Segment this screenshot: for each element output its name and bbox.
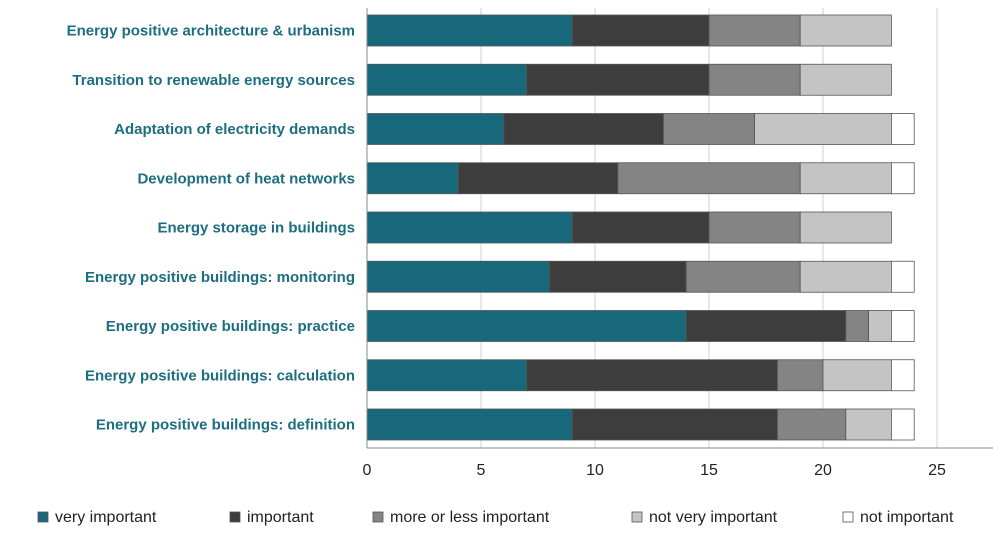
bar-segment [571,14,710,47]
legend-swatch [229,511,241,523]
legend-label: more or less important [390,509,550,526]
bar-segment [663,113,756,145]
category-label: Development of heat networks [137,170,355,187]
x-tick-label: 20 [814,462,832,479]
bar-segment [708,63,801,96]
x-tick-label: 5 [477,462,486,479]
bar-segment [891,260,915,293]
category-label: Energy positive buildings: monitoring [85,269,355,286]
bar-segment [868,310,892,342]
category-label: Energy positive buildings: practice [106,318,355,335]
legend-swatch [372,511,384,523]
bar-segment [708,14,801,47]
category-label: Energy positive buildings: calculation [85,367,355,384]
bar-segment [777,359,824,392]
bar-segment [708,211,801,244]
bar-segment [503,113,664,145]
bar-segment [799,260,892,293]
legend-swatch [37,511,49,523]
bar-segment [685,310,847,342]
bar-segment [571,408,778,441]
bar-segment [366,14,573,47]
bar-segment [891,408,915,441]
bar-segment [526,359,778,392]
bar-segment [685,260,801,293]
tick-labels: 0 5 10 15 20 25 [363,462,946,479]
legend-label: very important [55,509,157,526]
bar-segment [366,63,528,96]
x-tick-label: 25 [928,462,946,479]
x-tick-label: 10 [586,462,604,479]
category-label: Adaptation of electricity demands [114,121,355,138]
bar-segment [777,408,847,441]
bar-segment [754,113,892,145]
axes [366,8,993,449]
category-label: Transition to renewable energy sources [72,72,355,89]
x-tick-label: 15 [700,462,718,479]
bar-segment [617,162,801,195]
bar-segment [845,310,869,342]
bar-segment [845,408,892,441]
bar-segment [571,211,710,244]
bar-segment [366,162,459,195]
category-label: Energy storage in buildings [157,220,355,237]
bars [366,14,915,441]
bar-segment [366,211,573,244]
bar-segment [799,162,892,195]
category-label: Energy positive buildings: definition [96,417,355,434]
bar-segment [799,211,892,244]
legend-label: not important [860,509,954,526]
bar-segment [799,14,892,47]
bar-segment [366,408,573,441]
bar-segment [366,260,550,293]
legend-label: not very important [649,509,778,526]
bar-segment [457,162,619,195]
bar-segment [822,359,892,392]
bar-segment [366,310,687,342]
legend-swatch [842,511,854,523]
bar-segment [891,310,915,342]
bar-segment [891,162,915,195]
bar-segment [366,113,505,145]
bar-segment [891,113,915,145]
bar-segment [799,63,892,96]
bar-segment [526,63,710,96]
x-tick-label: 0 [363,462,372,479]
bar-segment [366,359,528,392]
bar-segment [549,260,687,293]
category-labels: Energy positive architecture & urbanism T… [67,23,355,434]
legend-swatch [631,511,643,523]
bar-segment [891,359,915,392]
legend: very important important more or less impo… [37,509,954,526]
category-label: Energy positive architecture & urbanism [67,23,355,40]
legend-label: important [247,509,314,526]
